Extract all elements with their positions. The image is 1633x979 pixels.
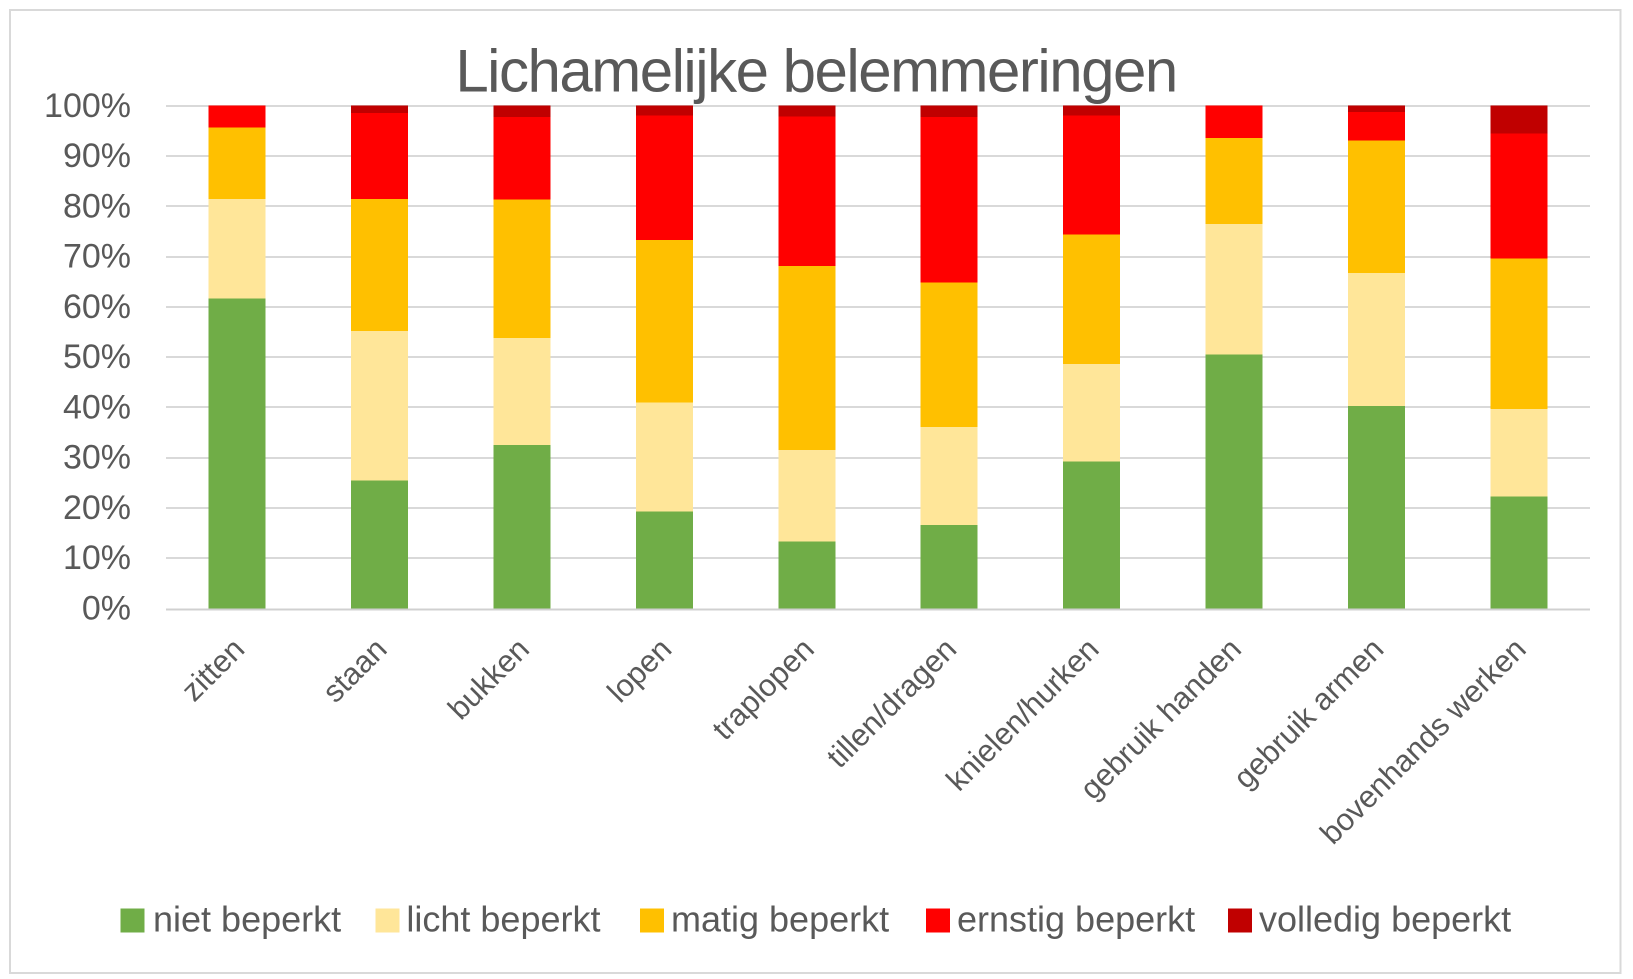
svg-text:niet beperkt: niet beperkt (153, 898, 341, 939)
svg-text:Lichamelijke belemmeringen: Lichamelijke belemmeringen (455, 38, 1176, 105)
svg-text:40%: 40% (63, 388, 131, 426)
svg-text:50%: 50% (63, 338, 131, 376)
svg-text:90%: 90% (63, 137, 131, 175)
svg-text:0%: 0% (82, 589, 131, 627)
svg-text:20%: 20% (63, 489, 131, 527)
svg-text:ernstig beperkt: ernstig beperkt (957, 898, 1195, 939)
svg-text:60%: 60% (63, 288, 131, 326)
svg-text:10%: 10% (63, 539, 131, 577)
svg-text:matig beperkt: matig beperkt (671, 898, 889, 939)
svg-text:70%: 70% (63, 238, 131, 276)
svg-text:80%: 80% (63, 187, 131, 225)
svg-text:30%: 30% (63, 439, 131, 477)
svg-text:licht beperkt: licht beperkt (406, 898, 600, 939)
svg-text:100%: 100% (44, 87, 131, 125)
svg-text:volledig beperkt: volledig beperkt (1259, 898, 1511, 939)
